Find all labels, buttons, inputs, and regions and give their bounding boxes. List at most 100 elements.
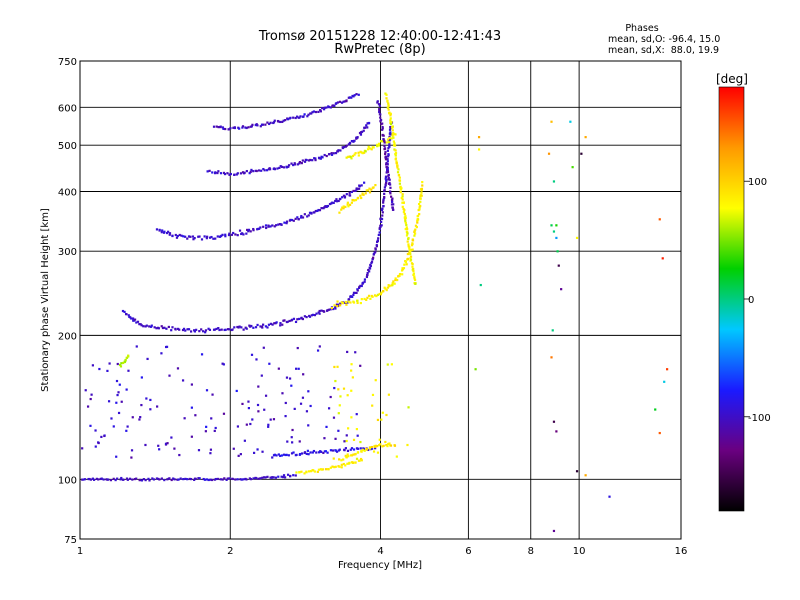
echo-point bbox=[149, 398, 152, 402]
echo-point bbox=[351, 154, 355, 158]
echo-point bbox=[584, 474, 587, 477]
echo-point bbox=[388, 190, 392, 193]
echo-point bbox=[383, 144, 386, 147]
echo-point bbox=[333, 104, 336, 108]
echo-point bbox=[387, 178, 390, 181]
echo-point bbox=[163, 230, 166, 233]
echo-point bbox=[228, 173, 231, 176]
echo-point bbox=[152, 478, 156, 481]
echo-point bbox=[260, 169, 263, 172]
echo-point bbox=[255, 358, 258, 361]
echo-point bbox=[388, 178, 391, 181]
echo-point bbox=[296, 163, 299, 166]
echo-point bbox=[83, 478, 87, 481]
echo-point bbox=[364, 150, 367, 153]
echo-point bbox=[355, 291, 358, 294]
echo-point bbox=[299, 452, 302, 456]
echo-point bbox=[333, 386, 336, 390]
echo-point bbox=[256, 403, 260, 407]
echo-point bbox=[317, 110, 320, 114]
echo-point bbox=[370, 445, 374, 449]
echo-point bbox=[133, 318, 137, 321]
echo-point bbox=[366, 274, 369, 277]
echo-point bbox=[290, 162, 293, 165]
echo-point bbox=[345, 456, 348, 459]
echo-point bbox=[293, 163, 297, 166]
echo-point bbox=[295, 471, 298, 474]
echo-point bbox=[314, 209, 317, 213]
echo-point bbox=[214, 171, 217, 174]
echo-point bbox=[298, 162, 301, 165]
echo-point bbox=[187, 235, 191, 238]
echo-point bbox=[267, 224, 270, 227]
echo-point bbox=[130, 317, 133, 320]
echo-point bbox=[301, 216, 305, 219]
echo-point bbox=[359, 364, 362, 367]
echo-point bbox=[106, 369, 109, 373]
echo-point bbox=[124, 358, 127, 362]
echo-point bbox=[214, 477, 218, 481]
echo-point bbox=[229, 127, 232, 130]
echo-point bbox=[327, 308, 330, 311]
echo-point bbox=[367, 268, 370, 272]
echo-point bbox=[303, 213, 306, 216]
echo-point bbox=[138, 418, 141, 421]
echo-point bbox=[354, 198, 358, 202]
echo-point bbox=[319, 157, 322, 160]
echo-point bbox=[383, 192, 386, 195]
y-tick-label-75: 75 bbox=[64, 535, 77, 546]
echo-point bbox=[230, 233, 234, 236]
echo-point bbox=[203, 235, 206, 238]
echo-point bbox=[203, 478, 207, 481]
echo-point bbox=[386, 106, 389, 109]
echo-point bbox=[284, 476, 287, 479]
echo-point bbox=[280, 223, 283, 226]
echo-point bbox=[208, 328, 212, 331]
echo-point bbox=[158, 228, 161, 231]
echo-point bbox=[356, 136, 359, 139]
echo-point bbox=[555, 430, 558, 433]
echo-point bbox=[378, 438, 381, 441]
colorbar-tick-label--100: -100 bbox=[748, 413, 771, 424]
echo-point bbox=[255, 169, 258, 173]
echo-point bbox=[275, 321, 278, 324]
echo-point bbox=[249, 170, 252, 173]
echo-point bbox=[296, 346, 299, 350]
grid-lines bbox=[80, 61, 681, 539]
echo-point bbox=[333, 466, 336, 469]
echo-point bbox=[245, 327, 248, 330]
echo-point bbox=[290, 218, 293, 222]
echo-point bbox=[260, 374, 263, 377]
echo-point bbox=[307, 453, 310, 456]
echo-point bbox=[170, 436, 173, 439]
echo-point bbox=[372, 252, 376, 256]
echo-point bbox=[357, 196, 360, 200]
echo-point bbox=[319, 110, 322, 113]
echo-point bbox=[352, 293, 355, 297]
plot-frame bbox=[79, 60, 682, 540]
echo-point bbox=[382, 198, 385, 201]
echo-point bbox=[338, 211, 341, 214]
echo-point bbox=[354, 452, 357, 456]
echo-point bbox=[370, 261, 373, 265]
echo-point bbox=[325, 106, 328, 109]
echo-point bbox=[418, 197, 422, 200]
echo-point bbox=[297, 317, 301, 321]
echo-point bbox=[192, 238, 195, 241]
echo-point bbox=[174, 233, 177, 237]
echo-point bbox=[271, 456, 274, 459]
echo-point bbox=[353, 94, 356, 97]
echo-point bbox=[345, 156, 348, 159]
echo-point bbox=[376, 293, 380, 296]
echo-point bbox=[277, 367, 280, 370]
echo-point bbox=[205, 389, 209, 392]
echo-point bbox=[407, 237, 410, 240]
echo-point bbox=[81, 447, 84, 450]
echo-point bbox=[233, 173, 236, 176]
echo-point bbox=[354, 351, 357, 354]
echo-point bbox=[273, 225, 276, 228]
echo-point bbox=[282, 453, 286, 456]
echo-point bbox=[388, 145, 391, 148]
echo-point bbox=[411, 265, 414, 268]
echo-point bbox=[363, 181, 366, 184]
